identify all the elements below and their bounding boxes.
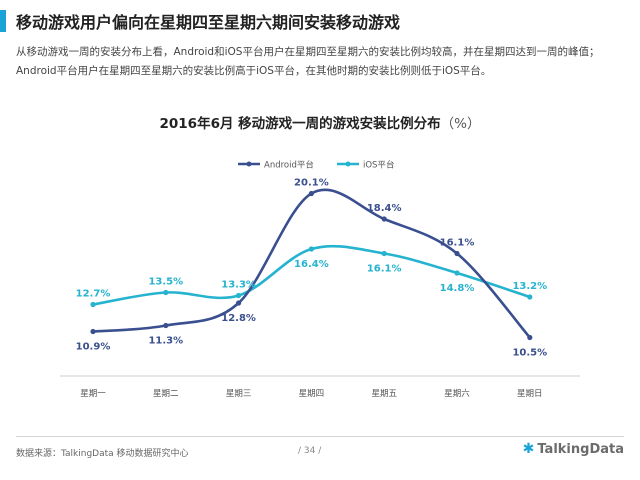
data-label-ios: 12.7% — [76, 289, 111, 300]
x-tick-label: 星期三 — [226, 389, 252, 399]
data-point-android — [381, 216, 387, 222]
series-line-ios — [91, 244, 532, 306]
data-label-ios: 13.2% — [512, 281, 547, 292]
data-label-ios: 14.8% — [440, 283, 475, 294]
page-title: 移动游戏用户偏向在星期四至星期六期间安装移动游戏 — [16, 13, 401, 32]
footer-divider — [16, 436, 624, 437]
data-point-android — [308, 190, 314, 197]
brand-name: TalkingData — [537, 442, 624, 457]
data-point-ios — [236, 292, 242, 299]
page-number: / 34 / — [298, 446, 322, 456]
data-label-android: 11.3% — [148, 336, 183, 347]
chart-title: 2016年6月 移动游戏一周的游戏安装比例分布（%） — [0, 112, 640, 132]
legend-marker-0 — [246, 161, 252, 167]
data-point-android — [454, 250, 460, 257]
x-tick-label: 星期二 — [153, 389, 179, 399]
data-point-ios — [527, 294, 533, 300]
data-label-android: 12.8% — [221, 313, 256, 324]
data-point-android — [527, 334, 533, 341]
data-label-android: 16.1% — [440, 238, 475, 249]
data-point-ios — [454, 270, 460, 276]
data-point-android — [163, 322, 169, 329]
x-tick-label: 星期一 — [80, 389, 106, 399]
x-tick-label: 星期五 — [371, 389, 397, 399]
title-accent-bar — [0, 10, 6, 32]
chart-title-text: 2016年6月 移动游戏一周的游戏安装比例分布 — [159, 116, 441, 132]
data-source: 数据来源：TalkingData 移动数据研究中心 — [16, 449, 189, 459]
data-label-android: 18.4% — [367, 203, 402, 214]
legend-marker-1 — [345, 161, 351, 167]
talkingdata-logo-icon: ✱ — [522, 441, 535, 457]
data-label-android: 10.9% — [76, 342, 111, 353]
brand-logo: ✱ TalkingData — [523, 441, 624, 457]
chart-unit-label: （%） — [440, 116, 481, 132]
data-label-ios: 13.5% — [148, 277, 183, 288]
legend-label-1: iOS平台 — [363, 160, 394, 171]
data-point-ios — [308, 246, 314, 252]
data-label-ios: 16.1% — [367, 264, 402, 275]
data-point-ios — [381, 250, 387, 257]
data-point-android — [236, 300, 242, 306]
data-point-ios — [163, 289, 169, 296]
x-tick-label: 星期四 — [299, 389, 325, 399]
page-description: 从移动游戏一周的安装分布上看，Android和iOS平台用户在星期四至星期六的安… — [16, 46, 600, 77]
data-label-android: 20.1% — [294, 178, 329, 189]
x-tick-label: 星期日 — [517, 389, 543, 399]
legend-label-0: Android平台 — [264, 160, 314, 171]
data-point-ios — [90, 301, 96, 308]
data-point-android — [90, 328, 96, 335]
data-label-android: 10.5% — [512, 348, 547, 359]
data-label-ios: 13.3% — [221, 280, 256, 291]
data-label-ios: 16.4% — [294, 259, 329, 270]
x-tick-label: 星期六 — [444, 388, 470, 399]
